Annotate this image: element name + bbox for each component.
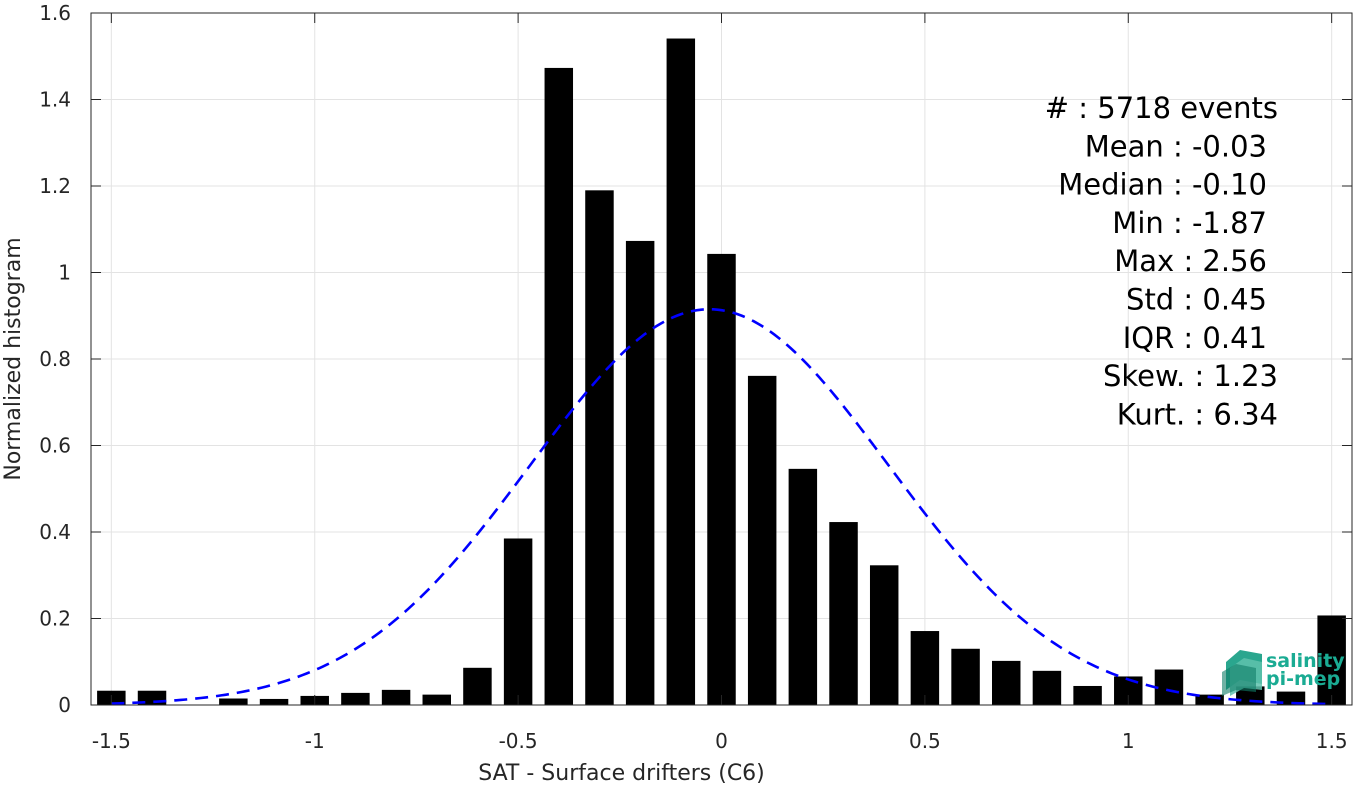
stat-mean: Mean : -0.03 [1085,129,1267,163]
y-tick-label: 1.4 [39,88,71,112]
stat-min: Min : -1.87 [1112,206,1267,240]
x-tick-label: 1.5 [1316,729,1348,753]
histogram-bar [788,468,818,705]
stat-max: Max : 2.56 [1114,244,1267,278]
histogram-bar [707,253,736,705]
stat-events: # : 5718 events [1045,91,1278,125]
y-tick-label: 1 [58,261,71,285]
y-tick-label: 0.8 [39,347,71,371]
stat-median: Median : -0.10 [1058,168,1267,202]
histogram-bar [747,375,777,705]
x-tick-label: 1 [1122,729,1135,753]
histogram-bar [463,667,492,705]
histogram-bar [341,692,370,705]
y-tick-label: 0 [58,693,71,717]
histogram-bars [97,38,1346,706]
axis-ticks: -1.5 -1 -0.5 0 0.5 1 1.5 0 0.2 0.4 0.6 0.8 1 1.2 1.4 1.… [39,1,1352,753]
histogram-bar [1276,691,1306,705]
histogram-bar [910,631,940,705]
x-tick-label: 0.5 [909,729,941,753]
y-tick-label: 1.6 [39,1,71,25]
salinity-pimep-logo: salinity pi-mep [1222,650,1345,696]
y-axis-label: Normalized histogram [1,237,26,480]
logo-text-salinity: salinity [1266,650,1345,672]
histogram-bar [381,689,411,705]
histogram-bar [1195,694,1224,705]
gaussian-fit-curve [111,307,1332,706]
stat-iqr: IQR : 0.41 [1123,321,1267,355]
stat-kurt: Kurt. : 6.34 [1117,397,1278,431]
y-tick-label: 1.2 [39,174,71,198]
x-tick-label: -0.5 [499,729,538,753]
histogram-bar [829,522,858,705]
histogram-bar [503,538,533,705]
x-axis-label: SAT - Surface drifters (C6) [478,761,765,785]
histogram-bar [259,698,289,705]
histogram-bar [422,694,451,705]
histogram-bar [1032,670,1062,705]
x-tick-label: 0 [715,729,728,753]
histogram-bar [1154,669,1184,705]
logo-map-icon [1222,650,1262,696]
histogram-bar [1317,615,1346,705]
y-tick-label: 0.6 [39,434,71,458]
histogram-bar [951,648,980,705]
y-tick-label: 0.4 [39,520,71,544]
histogram-bar [1073,685,1102,705]
x-tick-label: -1 [305,729,325,753]
histogram-bar [625,240,655,706]
histogram-bar [869,565,899,705]
stat-std: Std : 0.45 [1126,283,1267,317]
logo-text-pimep: pi-mep [1266,668,1340,690]
stat-skew: Skew. : 1.23 [1103,359,1278,393]
histogram-bar [585,190,614,705]
statistics-box: # : 5718 events Mean : -0.03 Median : -0… [1045,91,1278,431]
y-tick-label: 0.2 [39,607,71,631]
x-tick-label: -1.5 [92,729,131,753]
histogram-bar [992,660,1021,705]
histogram-bar [544,67,574,706]
histogram-bar [219,698,248,705]
histogram-bar [666,38,696,705]
